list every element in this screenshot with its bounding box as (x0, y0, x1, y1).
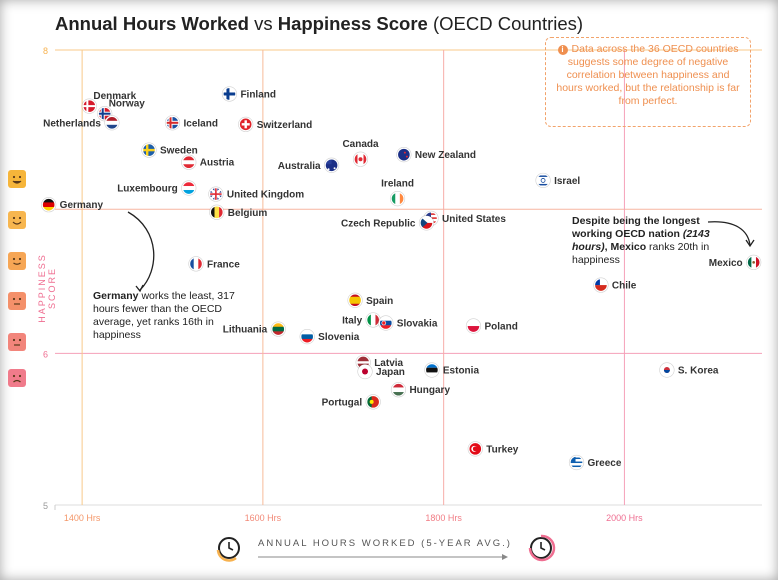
point-czech-republic (418, 215, 435, 231)
point-chile (593, 277, 609, 293)
sad-face-icon (8, 369, 26, 387)
point-label: Germany (60, 200, 104, 211)
point-italy (365, 312, 381, 328)
point-denmark (81, 98, 97, 114)
content-face-icon (8, 252, 26, 270)
point-label: New Zealand (415, 150, 476, 161)
point-label: Mexico (709, 258, 743, 269)
chart-title: Annual Hours Worked vs Happiness Score (… (55, 13, 584, 34)
point-lithuania (270, 321, 286, 337)
very-happy-face-icon (8, 170, 26, 188)
point-label: Poland (484, 322, 517, 333)
y-axis-label: HAPPINESS SCORE (37, 253, 57, 323)
point-label: S. Korea (678, 366, 719, 377)
point-slovakia (378, 315, 394, 331)
point-iceland (164, 115, 181, 131)
point-switzerland (238, 116, 254, 132)
point-label: Lithuania (223, 325, 268, 336)
x-tick-label: 1800 Hrs (425, 513, 462, 523)
point-austria (181, 154, 197, 170)
point-label: Belgium (228, 208, 268, 219)
point-france (188, 256, 204, 272)
point-mexico (746, 254, 762, 270)
point-label: Hungary (409, 385, 450, 396)
point-spain (347, 292, 363, 308)
point-label: United Kingdom (227, 190, 304, 201)
point-s-korea (659, 362, 675, 378)
point-luxembourg (181, 180, 197, 196)
info-icon: i (557, 45, 568, 55)
y-tick-label: 5 (43, 501, 48, 511)
point-label: Netherlands (43, 118, 101, 129)
point-israel (535, 172, 551, 189)
point-new-zealand (396, 147, 412, 163)
point-label: Australia (278, 161, 321, 172)
point-label: Slovakia (397, 319, 438, 330)
point-label: Portugal (322, 397, 363, 408)
point-label: Estonia (443, 366, 480, 377)
x-tick-label: 2000 Hrs (606, 513, 643, 523)
point-label: Austria (200, 158, 235, 169)
point-belgium (209, 204, 225, 220)
point-greece (568, 454, 585, 471)
neutral-face-icon (8, 292, 26, 310)
point-poland (465, 318, 482, 334)
point-label: Denmark (93, 91, 136, 102)
y-tick-label: 6 (43, 349, 48, 359)
point-label: Canada (342, 139, 379, 150)
point-label: Spain (366, 296, 393, 307)
point-label: France (207, 259, 240, 270)
point-label: Greece (588, 458, 622, 469)
point-slovenia (299, 329, 315, 345)
point-finland (221, 86, 238, 102)
y-tick-label: 8 (43, 46, 48, 56)
point-label: Finland (240, 89, 276, 100)
unhappy-face-icon (8, 333, 26, 351)
mexico-note: Despite being the longest working OECD n… (572, 215, 710, 266)
point-label: Israel (554, 176, 580, 187)
point-label: Luxembourg (117, 184, 178, 195)
point-sweden (141, 142, 157, 158)
x-tick-label: 1600 Hrs (245, 513, 282, 523)
point-estonia (424, 362, 440, 378)
point-label: Ireland (381, 179, 414, 190)
point-australia (323, 157, 340, 173)
x-tick-label: 1400 Hrs (64, 513, 101, 523)
point-canada (352, 151, 369, 167)
point-label: Turkey (486, 444, 518, 455)
point-label: Sweden (160, 146, 198, 157)
point-label: Japan (376, 367, 405, 378)
point-turkey (467, 441, 483, 457)
germany-note: Germany works the least, 317 hours fewer… (93, 290, 235, 341)
point-label: Latvia (374, 358, 403, 369)
point-label: Iceland (184, 118, 218, 129)
x-axis-label: ANNUAL HOURS WORKED (5-YEAR AVG.) (258, 538, 512, 549)
point-united-kingdom (208, 186, 224, 202)
point-germany (41, 197, 57, 213)
point-label: Czech Republic (341, 218, 416, 229)
point-netherlands (104, 115, 120, 131)
correlation-callout: i Data across the 36 OECD countries sugge… (545, 37, 751, 127)
point-portugal (365, 394, 381, 410)
point-label: Chile (612, 281, 637, 292)
point-label: Slovenia (318, 332, 360, 343)
point-label: Norway (109, 99, 146, 110)
happy-face-icon (8, 211, 26, 229)
point-label: United States (442, 214, 506, 225)
point-label: Switzerland (257, 120, 313, 131)
point-ireland (389, 191, 406, 207)
point-label: Italy (342, 315, 362, 326)
point-hungary (390, 382, 407, 398)
point-japan (357, 363, 373, 380)
